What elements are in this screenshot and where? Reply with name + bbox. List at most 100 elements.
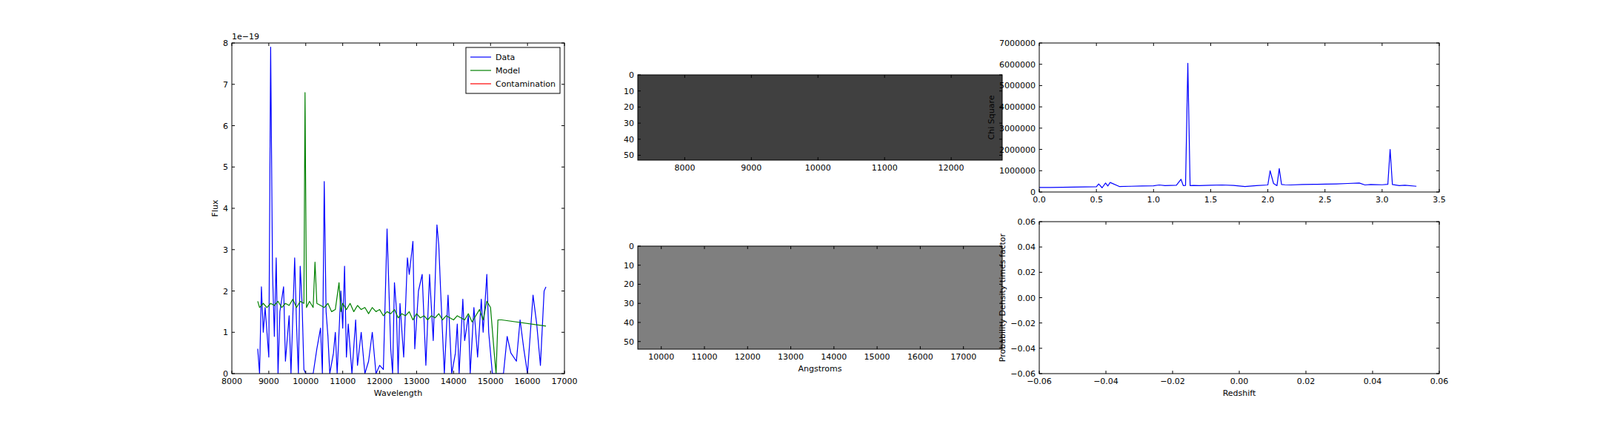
- tick: [637, 264, 641, 266]
- tick: [637, 302, 641, 304]
- tick: [231, 166, 235, 168]
- tick: [1381, 188, 1383, 192]
- tick: [416, 42, 418, 46]
- tick: [751, 74, 752, 78]
- tick-label: 4000000: [999, 102, 1036, 112]
- tick: [231, 290, 235, 292]
- tick: [1039, 42, 1043, 44]
- tick: [1039, 42, 1040, 46]
- tick-label: 2: [222, 286, 229, 297]
- tick: [660, 345, 662, 349]
- tick: [231, 208, 235, 209]
- tick: [684, 157, 686, 160]
- tick-label: 13000: [777, 351, 804, 362]
- series-line: [1039, 62, 1417, 188]
- tick-label: 0.02: [1297, 376, 1316, 386]
- tick-label: 0: [1030, 187, 1036, 198]
- legend-swatch: [470, 82, 492, 84]
- tick: [951, 74, 952, 78]
- tick-label: 17000: [950, 351, 977, 362]
- tick: [1105, 221, 1107, 225]
- tick: [751, 157, 752, 160]
- tick: [1436, 85, 1440, 86]
- tick: [962, 245, 964, 249]
- tick-label: 3.0: [1375, 194, 1389, 205]
- tick: [1436, 221, 1440, 223]
- tick-label: 12000: [366, 376, 393, 386]
- frame: [1039, 42, 1440, 192]
- tick: [305, 370, 306, 374]
- series-group: [257, 47, 546, 374]
- tick: [561, 373, 565, 375]
- tick: [962, 345, 964, 349]
- tick-label: 12000: [734, 351, 761, 362]
- tick: [1039, 170, 1043, 172]
- tick: [342, 370, 343, 374]
- tick: [305, 42, 306, 46]
- tick: [231, 83, 235, 85]
- tick: [1172, 221, 1174, 225]
- axis-title: Chi Square: [986, 94, 997, 140]
- frame: [1039, 221, 1440, 374]
- tick-label: 10000: [805, 162, 832, 173]
- tick-label: 7: [222, 80, 229, 90]
- tick: [231, 373, 235, 375]
- tick: [703, 245, 705, 249]
- tick: [637, 90, 641, 92]
- tick: [379, 42, 380, 46]
- tick: [833, 245, 835, 249]
- tick: [231, 125, 235, 126]
- tick: [1436, 106, 1440, 108]
- tick: [1324, 188, 1326, 192]
- tick: [561, 208, 565, 209]
- tick: [637, 138, 641, 140]
- tick-label: 11000: [691, 351, 718, 362]
- panel: −0.06−0.04−0.020.000.020.040.06−0.06−0.0…: [997, 217, 1449, 398]
- series-group: [1039, 62, 1417, 188]
- tick: [1039, 322, 1043, 323]
- series-line: [257, 92, 546, 374]
- tick: [637, 106, 641, 108]
- panel: 8000900010000110001200013000140001500016…: [210, 31, 578, 398]
- tick-label: 2.0: [1261, 194, 1275, 205]
- tick: [561, 248, 565, 250]
- tick: [999, 138, 1003, 140]
- tick: [1039, 347, 1043, 349]
- tick: [1039, 127, 1043, 129]
- tick-label: 7000000: [999, 38, 1036, 49]
- offset-text: 1e−19: [231, 31, 260, 42]
- tick-label: −0.04: [1010, 343, 1036, 354]
- tick: [1039, 191, 1043, 193]
- tick-label: 15000: [477, 376, 504, 386]
- tick-label: 0: [222, 368, 229, 379]
- tick-label: 13000: [403, 376, 430, 386]
- tick: [1039, 370, 1040, 374]
- tick-label: 0.00: [1017, 293, 1037, 303]
- series-line: [257, 47, 546, 374]
- tick: [1436, 373, 1440, 375]
- tick: [490, 370, 492, 374]
- tick: [561, 125, 565, 126]
- tick-label: 20: [623, 102, 635, 112]
- tick: [1105, 370, 1107, 374]
- tick: [1153, 188, 1155, 192]
- image: [637, 245, 1003, 349]
- tick-label: −0.04: [1093, 376, 1119, 386]
- tick: [1381, 42, 1383, 46]
- tick-label: 11000: [871, 162, 898, 173]
- tick: [1239, 221, 1240, 225]
- tick-label: −0.02: [1010, 318, 1036, 329]
- tick: [1039, 85, 1043, 86]
- tick: [747, 345, 749, 349]
- tick: [920, 245, 921, 249]
- tick: [268, 42, 269, 46]
- tick-label: 1000000: [999, 165, 1036, 176]
- tick-label: 16000: [514, 376, 541, 386]
- legend-label: Model: [495, 65, 520, 76]
- tick: [1436, 297, 1440, 298]
- legend-label: Data: [495, 52, 515, 63]
- tick: [561, 166, 565, 168]
- tick: [660, 245, 662, 249]
- tick-label: 10000: [648, 351, 675, 362]
- tick: [231, 331, 235, 333]
